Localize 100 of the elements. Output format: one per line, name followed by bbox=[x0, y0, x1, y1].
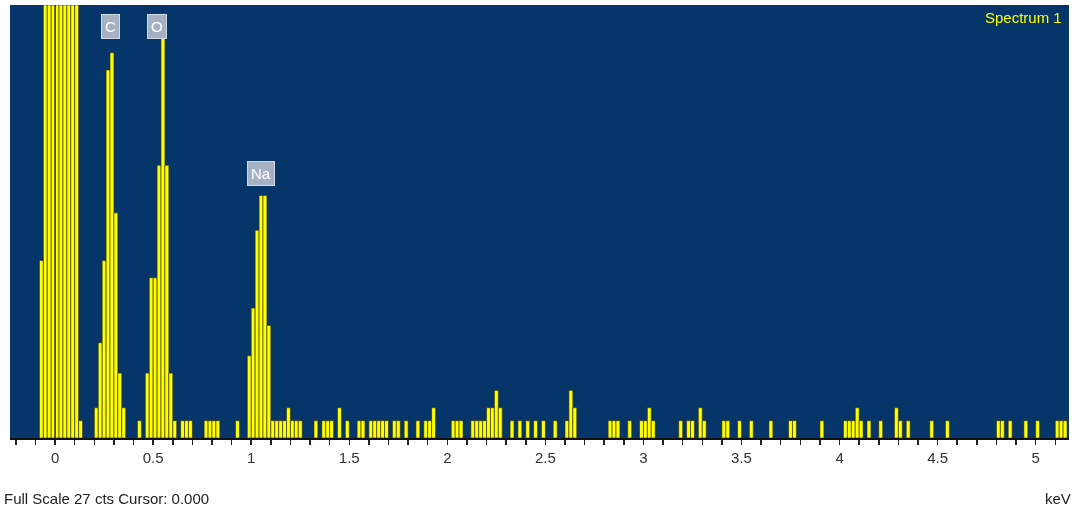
bar bbox=[458, 420, 464, 438]
bar bbox=[345, 420, 350, 438]
bar bbox=[384, 420, 389, 438]
x-tick-label: 4 bbox=[835, 449, 844, 466]
x-tick-label: 3 bbox=[639, 449, 648, 466]
bar bbox=[372, 420, 378, 438]
bar bbox=[368, 420, 374, 438]
bar bbox=[470, 420, 476, 438]
bar bbox=[552, 420, 558, 438]
x-tick-label: 1 bbox=[247, 449, 256, 466]
bar bbox=[109, 52, 115, 438]
bar bbox=[533, 420, 538, 438]
bar bbox=[403, 420, 409, 438]
bar bbox=[749, 420, 754, 438]
bar bbox=[615, 420, 621, 438]
bar bbox=[274, 420, 279, 438]
bar bbox=[905, 420, 911, 438]
bar bbox=[843, 420, 848, 438]
bar bbox=[188, 420, 193, 438]
bar bbox=[678, 420, 683, 438]
bar bbox=[945, 420, 950, 438]
text: Full Scale 27 cts Cursor: 0.000 bbox=[4, 490, 210, 507]
bar bbox=[690, 420, 695, 438]
bar bbox=[329, 420, 334, 438]
bar bbox=[184, 420, 189, 438]
bar bbox=[996, 420, 1001, 438]
bar bbox=[211, 420, 217, 438]
x-tick-label: 2.5 bbox=[534, 449, 556, 466]
bar bbox=[474, 420, 480, 438]
bar bbox=[509, 420, 515, 438]
bar bbox=[725, 420, 731, 438]
x-tick-label: 2 bbox=[443, 449, 452, 466]
bar bbox=[1035, 420, 1040, 438]
bar bbox=[337, 407, 342, 438]
bar bbox=[611, 420, 617, 438]
bar bbox=[415, 420, 421, 438]
bar bbox=[721, 420, 727, 438]
bar bbox=[878, 420, 883, 438]
bar bbox=[541, 420, 546, 438]
bar bbox=[1054, 420, 1060, 438]
bar bbox=[788, 420, 793, 438]
bar bbox=[431, 407, 436, 438]
bar bbox=[321, 420, 327, 438]
bar bbox=[1000, 420, 1005, 438]
bar bbox=[294, 420, 299, 438]
bar bbox=[180, 420, 185, 438]
bar bbox=[847, 420, 852, 438]
bar bbox=[286, 407, 291, 438]
bar bbox=[854, 407, 860, 438]
bar bbox=[525, 420, 530, 438]
bar bbox=[376, 420, 381, 438]
annotation: Na bbox=[251, 165, 271, 182]
bar bbox=[894, 407, 899, 438]
x-tick-label: 4.5 bbox=[927, 449, 949, 466]
annotation: C bbox=[105, 18, 116, 35]
bar bbox=[297, 420, 303, 438]
x-tick-label: 3.5 bbox=[731, 449, 752, 466]
annotation: O bbox=[151, 18, 163, 35]
bar bbox=[478, 420, 483, 438]
bar bbox=[639, 420, 644, 438]
bar bbox=[1023, 420, 1029, 438]
bar bbox=[215, 420, 221, 438]
bar bbox=[423, 420, 429, 438]
x-tick-label: 5 bbox=[1031, 449, 1040, 466]
bar bbox=[819, 420, 825, 438]
bar bbox=[607, 420, 613, 438]
bar bbox=[698, 407, 703, 438]
bar bbox=[313, 420, 319, 438]
bar bbox=[737, 420, 742, 438]
x-axis-title: keV bbox=[1045, 490, 1071, 507]
bar bbox=[325, 420, 330, 438]
bar bbox=[768, 420, 774, 438]
bar bbox=[262, 195, 268, 438]
bar bbox=[792, 420, 797, 438]
text: Spectrum 1 bbox=[985, 9, 1062, 26]
bar bbox=[686, 420, 691, 438]
bar bbox=[1062, 420, 1068, 438]
bar bbox=[380, 420, 385, 438]
bar bbox=[486, 407, 491, 438]
bar bbox=[207, 420, 213, 438]
bar bbox=[929, 420, 934, 438]
bar bbox=[647, 407, 652, 438]
x-tick-label: 0 bbox=[50, 449, 60, 466]
bar bbox=[360, 420, 366, 438]
x-tick-label: 1.5 bbox=[338, 449, 360, 466]
bar bbox=[494, 390, 499, 438]
bar bbox=[866, 420, 872, 438]
bar bbox=[396, 420, 401, 438]
x-tick-label: 0.5 bbox=[142, 449, 164, 466]
bar bbox=[392, 420, 397, 438]
bar bbox=[137, 420, 142, 438]
bar bbox=[450, 420, 456, 438]
bar bbox=[278, 420, 283, 438]
bar bbox=[356, 420, 362, 438]
bar bbox=[74, 5, 79, 438]
bar bbox=[517, 420, 523, 438]
bar bbox=[627, 420, 632, 438]
bar bbox=[235, 420, 240, 438]
bar bbox=[568, 390, 574, 438]
bar bbox=[1007, 420, 1013, 438]
